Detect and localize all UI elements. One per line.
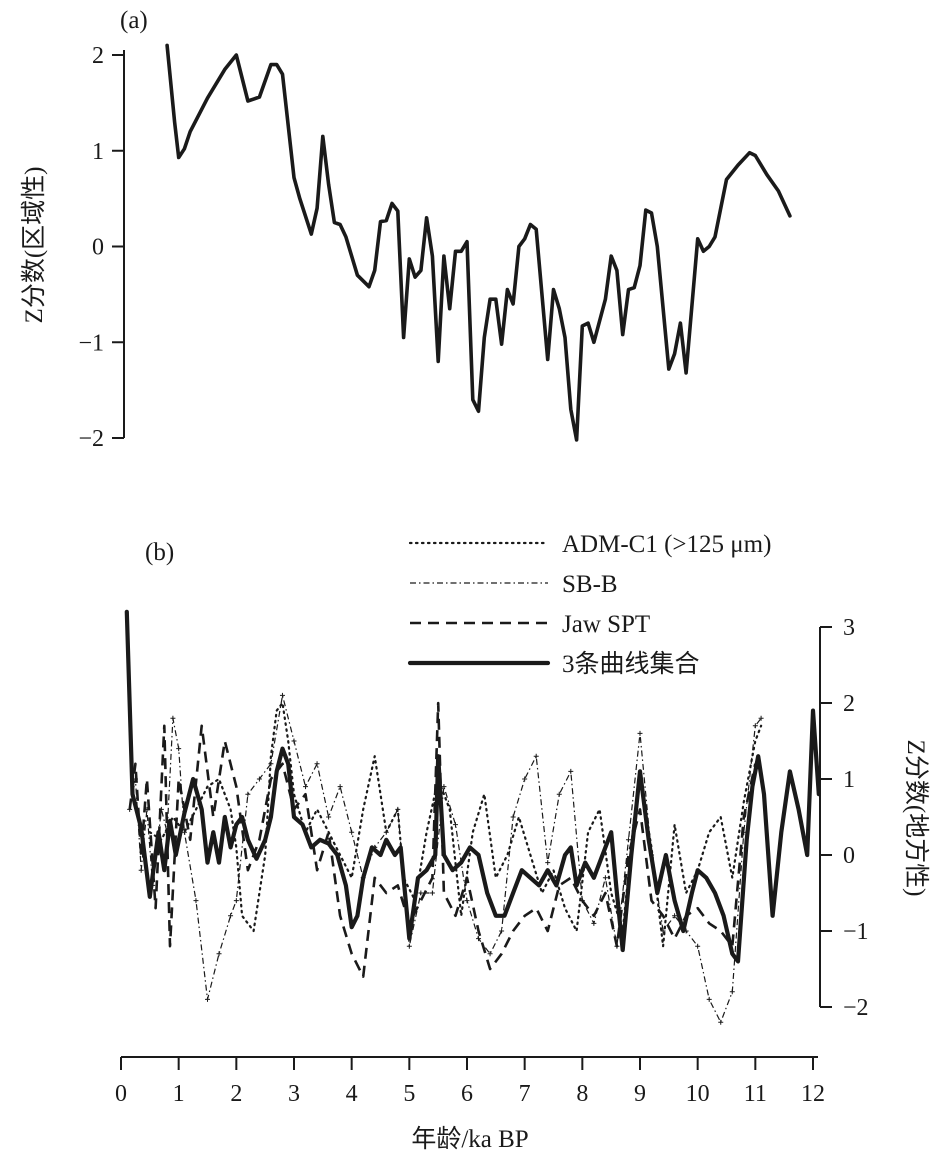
x-axis-title: 年龄/ka BP: [411, 1125, 528, 1153]
panel-b-label: (b): [145, 539, 174, 566]
x-tick-label: 7: [519, 1081, 531, 1107]
panel-b-y-ticks: 3 2 1 0 −1 −2: [820, 615, 869, 1021]
panel-b-y-tick-label: 1: [843, 767, 855, 793]
panel-a-label: (a): [120, 7, 148, 34]
series-marker-1: [181, 829, 187, 835]
series-marker-1: [245, 791, 251, 797]
panel-a-y-tick-label: −2: [78, 426, 104, 452]
series-marker-1: [660, 928, 666, 934]
x-tick-label: 1: [173, 1081, 185, 1107]
panel-a-y-axis-title: Z分数(区域性): [20, 167, 48, 324]
series-marker-1: [752, 723, 758, 729]
series-marker-1: [672, 913, 678, 919]
series-line-2: [128, 701, 757, 978]
legend-label: Jaw SPT: [562, 611, 650, 638]
series-marker-1: [256, 776, 262, 782]
series-marker-1: [205, 996, 210, 1002]
series-marker-1: [706, 996, 712, 1002]
x-tick-label: 4: [346, 1081, 358, 1107]
panel-a-y-tick-label: −1: [78, 330, 104, 356]
panel-b-series: [124, 609, 821, 1025]
series-marker-1: [533, 753, 539, 759]
series-marker-1: [291, 738, 297, 744]
panel-a-line: [165, 43, 792, 442]
series-marker-1: [441, 784, 447, 790]
series-marker-1: [326, 814, 332, 820]
series-marker-1: [487, 951, 493, 957]
series-marker-1: [138, 867, 144, 873]
panel-a-y-tick-label: 1: [92, 139, 104, 165]
series-marker-1: [556, 791, 562, 797]
series-marker-1: [383, 829, 389, 835]
series-marker-1: [568, 768, 574, 774]
series-marker-1: [337, 784, 343, 790]
series-marker-1: [429, 890, 435, 896]
series-marker-1: [464, 898, 470, 904]
x-axis-ticks: 0 1 2 3 4 5 6 7 8 9 10 11 12: [115, 1057, 825, 1107]
x-tick-label: 9: [634, 1081, 646, 1107]
panel-a-series: [165, 43, 792, 442]
series-marker-1: [602, 875, 608, 881]
series-marker-1: [729, 989, 735, 995]
x-tick-label: 0: [115, 1081, 127, 1107]
series-marker-1: [233, 898, 239, 904]
x-tick-label: 5: [403, 1081, 415, 1107]
panel-b-y-tick-label: −1: [843, 919, 869, 945]
series-marker-1: [193, 898, 199, 904]
series-marker-1: [499, 928, 505, 934]
panel-b-y-tick-label: 3: [843, 615, 855, 641]
x-tick-label: 12: [801, 1081, 825, 1107]
series-marker-1: [228, 913, 234, 919]
series-marker-1: [452, 822, 458, 828]
series-marker-1: [268, 761, 274, 767]
series-marker-1: [758, 715, 764, 721]
series-marker-1: [176, 746, 182, 752]
series-line-3: [124, 609, 821, 964]
legend-label: ADM-C1 (>125 μm): [562, 531, 771, 558]
series-marker-1: [349, 829, 355, 835]
panel-b-y-tick-label: 2: [843, 691, 855, 717]
panel-b-y-tick-label: 0: [843, 843, 855, 869]
series-marker-1: [718, 1019, 724, 1025]
series-marker-1: [625, 837, 631, 843]
series-marker-1: [695, 943, 701, 949]
series-marker-1: [510, 814, 516, 820]
x-tick-label: 3: [288, 1081, 300, 1107]
x-tick-label: 8: [576, 1081, 588, 1107]
legend-label: 3条曲线集合: [562, 650, 700, 678]
legend: ADM-C1 (>125 μm) SB-B Jaw SPT 3条曲线集合: [407, 531, 771, 678]
panel-a-y-tick-label: 2: [92, 43, 104, 69]
panel-a: (a) 2 1 0 −1 −2 Z分数(区域性): [20, 7, 792, 452]
series-marker-1: [314, 761, 320, 767]
panel-b: (b) ADM-C1 (>125 μm) SB-B Jaw SPT 3条曲线集合 3 2…: [115, 531, 930, 1153]
x-tick-label: 10: [686, 1081, 710, 1107]
series-marker-1: [406, 943, 412, 949]
legend-label: SB-B: [562, 571, 618, 598]
panel-a-y-tick-label: 0: [92, 235, 104, 261]
series-marker-1: [279, 692, 285, 698]
series-marker-1: [418, 890, 424, 896]
x-tick-label: 2: [230, 1081, 242, 1107]
series-marker-1: [303, 784, 309, 790]
series-marker-1: [476, 936, 482, 942]
panel-b-y-axis-title: Z分数(地方性): [902, 740, 930, 897]
series-marker-1: [170, 715, 176, 721]
series-marker-1: [591, 920, 597, 926]
series-marker-1: [522, 776, 528, 782]
series-marker-1: [637, 730, 643, 736]
x-tick-label: 11: [744, 1081, 767, 1107]
panel-a-y-ticks: 2 1 0 −1 −2: [78, 43, 124, 452]
series-marker-1: [395, 806, 401, 812]
x-tick-label: 6: [461, 1081, 473, 1107]
panel-b-y-tick-label: −2: [843, 995, 869, 1021]
series-marker-1: [216, 951, 222, 957]
series-marker-1: [545, 860, 551, 866]
